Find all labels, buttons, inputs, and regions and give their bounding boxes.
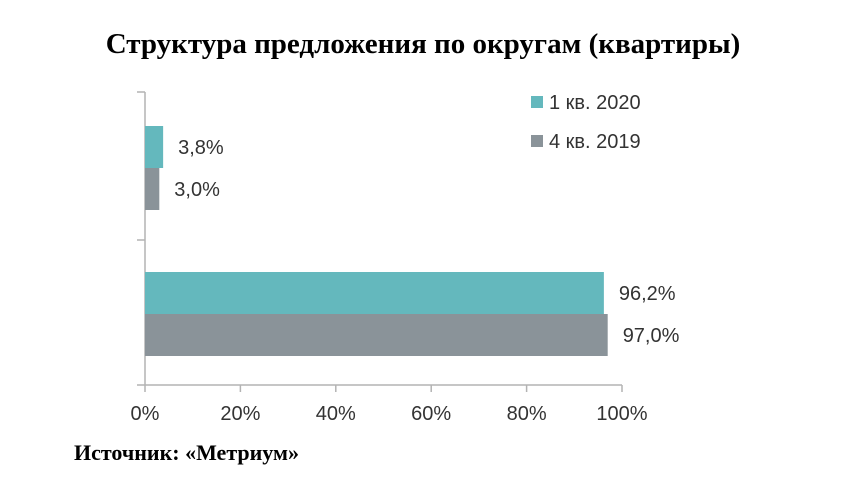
- bar: [145, 126, 164, 168]
- bar: [145, 168, 160, 210]
- legend-swatch: [531, 96, 543, 108]
- x-tick-label: 0%: [131, 403, 160, 425]
- legend-label: 4 кв. 2019: [549, 131, 641, 153]
- bar: [145, 272, 604, 314]
- x-tick-label: 100%: [596, 403, 647, 425]
- data-label: 3,8%: [178, 137, 224, 159]
- legend: 1 кв. 2020 4 кв. 2019: [531, 92, 641, 153]
- chart-title: Структура предложения по округам (кварти…: [105, 28, 741, 60]
- data-label: 97,0%: [623, 325, 680, 347]
- data-label: 96,2%: [619, 283, 676, 305]
- x-tick-label: 60%: [411, 403, 451, 425]
- plot-area: 0% 20% 40% 60% 80% 100% 3,8% 3,0% 96,2% 97,0%: [131, 91, 680, 425]
- x-tick-label: 40%: [316, 403, 356, 425]
- x-tick-label: 80%: [507, 403, 547, 425]
- legend-swatch: [531, 135, 543, 147]
- x-tick-label: 20%: [220, 403, 260, 425]
- legend-label: 1 кв. 2020: [549, 92, 641, 114]
- bar: [145, 314, 608, 356]
- data-label: 3,0%: [174, 179, 220, 201]
- source-note: Источник: «Метриум»: [74, 440, 300, 465]
